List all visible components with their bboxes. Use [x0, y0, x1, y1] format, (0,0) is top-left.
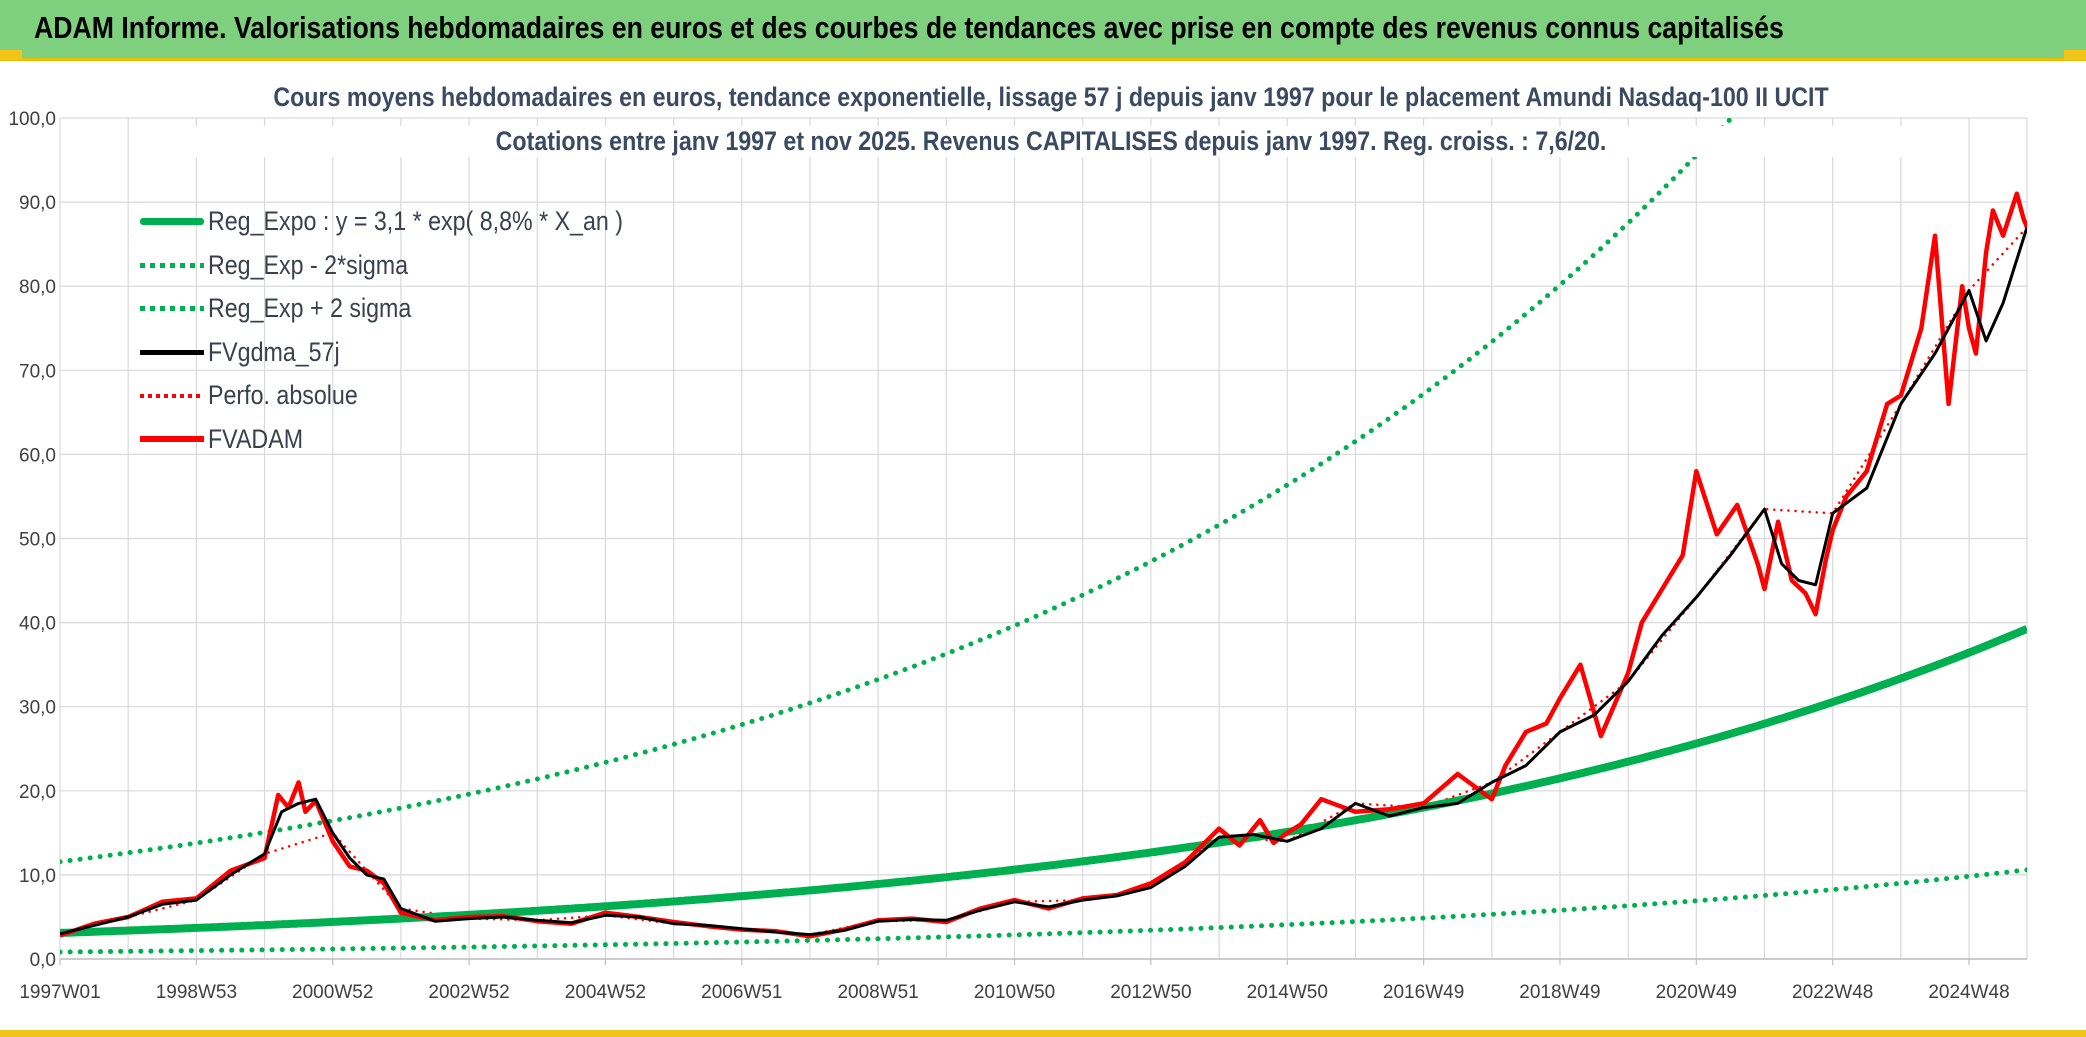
x-tick-label: 2000W52 [292, 982, 373, 1003]
legend-swatch-fvgdma [140, 349, 204, 355]
series-reg-exp-minus-2sigma [60, 867, 2027, 955]
legend-swatch-reg-expo [140, 218, 204, 226]
legend-item-reg-exp-plus: Reg_Exp + 2 sigma [140, 287, 691, 331]
y-tick-label: 0,0 [30, 950, 56, 971]
series-reg-exp-plus-2sigma [60, 118, 1735, 865]
header-corner-left [0, 50, 22, 60]
x-tick-label: 2008W51 [837, 982, 918, 1003]
legend-item-fvadam: FVADAM [140, 418, 691, 462]
chart-subtitle-text: Cotations entre janv 1997 et nov 2025. R… [487, 126, 1615, 156]
series-fvgdma-57j [60, 226, 2027, 937]
y-tick-label: 10,0 [19, 866, 56, 887]
legend-label: Reg_Expo : y = 3,1 * exp( 8,8% * X_an ) [208, 206, 623, 237]
x-tick-label: 2010W50 [974, 982, 1055, 1003]
series-layer [60, 118, 2027, 955]
x-tick-label: 2018W49 [1519, 982, 1600, 1003]
chart-legend: Reg_Expo : y = 3,1 * exp( 8,8% * X_an ) … [140, 200, 691, 461]
legend-item-fvgdma: FVgdma_57j [140, 331, 691, 375]
y-tick-label: 70,0 [19, 361, 56, 382]
chart-subtitle: Cotations entre janv 1997 et nov 2025. R… [147, 126, 1955, 157]
y-tick-label: 50,0 [19, 530, 56, 551]
x-tick-label: 2012W50 [1110, 982, 1191, 1003]
x-tick-label: 2016W49 [1383, 982, 1464, 1003]
y-tick-label: 40,0 [19, 614, 56, 635]
legend-label: Reg_Exp - 2*sigma [208, 249, 409, 280]
legend-swatch-perfo [140, 393, 204, 398]
legend-label: FVADAM [208, 423, 304, 454]
y-tick-label: 100,0 [8, 109, 56, 130]
y-tick-label: 20,0 [19, 782, 56, 803]
legend-swatch-fvadam [140, 436, 204, 443]
x-tick-label: 2004W52 [565, 982, 646, 1003]
legend-label: FVgdma_57j [208, 336, 340, 367]
chart-title-text: Cours moyens hebdomadaires en euros, ten… [264, 82, 1838, 112]
y-tick-label: 60,0 [19, 445, 56, 466]
header-corner-right [2064, 50, 2086, 60]
x-tick-label: 2022W48 [1792, 982, 1873, 1003]
legend-item-reg-exp-minus: Reg_Exp - 2*sigma [140, 244, 691, 288]
report-title: ADAM Informe. Valorisations hebdomadaire… [34, 10, 1784, 45]
legend-swatch-reg-exp-minus [140, 262, 204, 268]
x-tick-label: 2024W48 [1928, 982, 2009, 1003]
axis-layer: 0,0 10,0 20,0 30,0 40,0 50,0 60,0 70,0 80,0 90,0 1… [8, 109, 2027, 1003]
legend-item-perfo: Perfo. absolue [140, 374, 691, 418]
x-tick-label: 1997W01 [19, 982, 100, 1003]
y-tick-label: 30,0 [19, 698, 56, 719]
x-tick-label: 2002W52 [428, 982, 509, 1003]
legend-label: Reg_Exp + 2 sigma [208, 293, 412, 324]
x-tick-label: 2006W51 [701, 982, 782, 1003]
legend-item-reg-expo: Reg_Expo : y = 3,1 * exp( 8,8% * X_an ) [140, 200, 691, 244]
report-header: ADAM Informe. Valorisations hebdomadaire… [0, 0, 2086, 61]
x-tick-label: 1998W53 [156, 982, 237, 1003]
legend-label: Perfo. absolue [208, 380, 358, 411]
y-tick-label: 80,0 [19, 277, 56, 298]
x-tick-label: 2020W49 [1656, 982, 1737, 1003]
bottom-accent-bar [0, 1030, 2086, 1037]
legend-swatch-reg-exp-plus [140, 306, 204, 312]
x-tick-label: 2014W50 [1247, 982, 1328, 1003]
series-reg-expo [60, 625, 2027, 937]
chart-title: Cours moyens hebdomadaires en euros, ten… [147, 82, 1955, 113]
y-tick-label: 90,0 [19, 193, 56, 214]
